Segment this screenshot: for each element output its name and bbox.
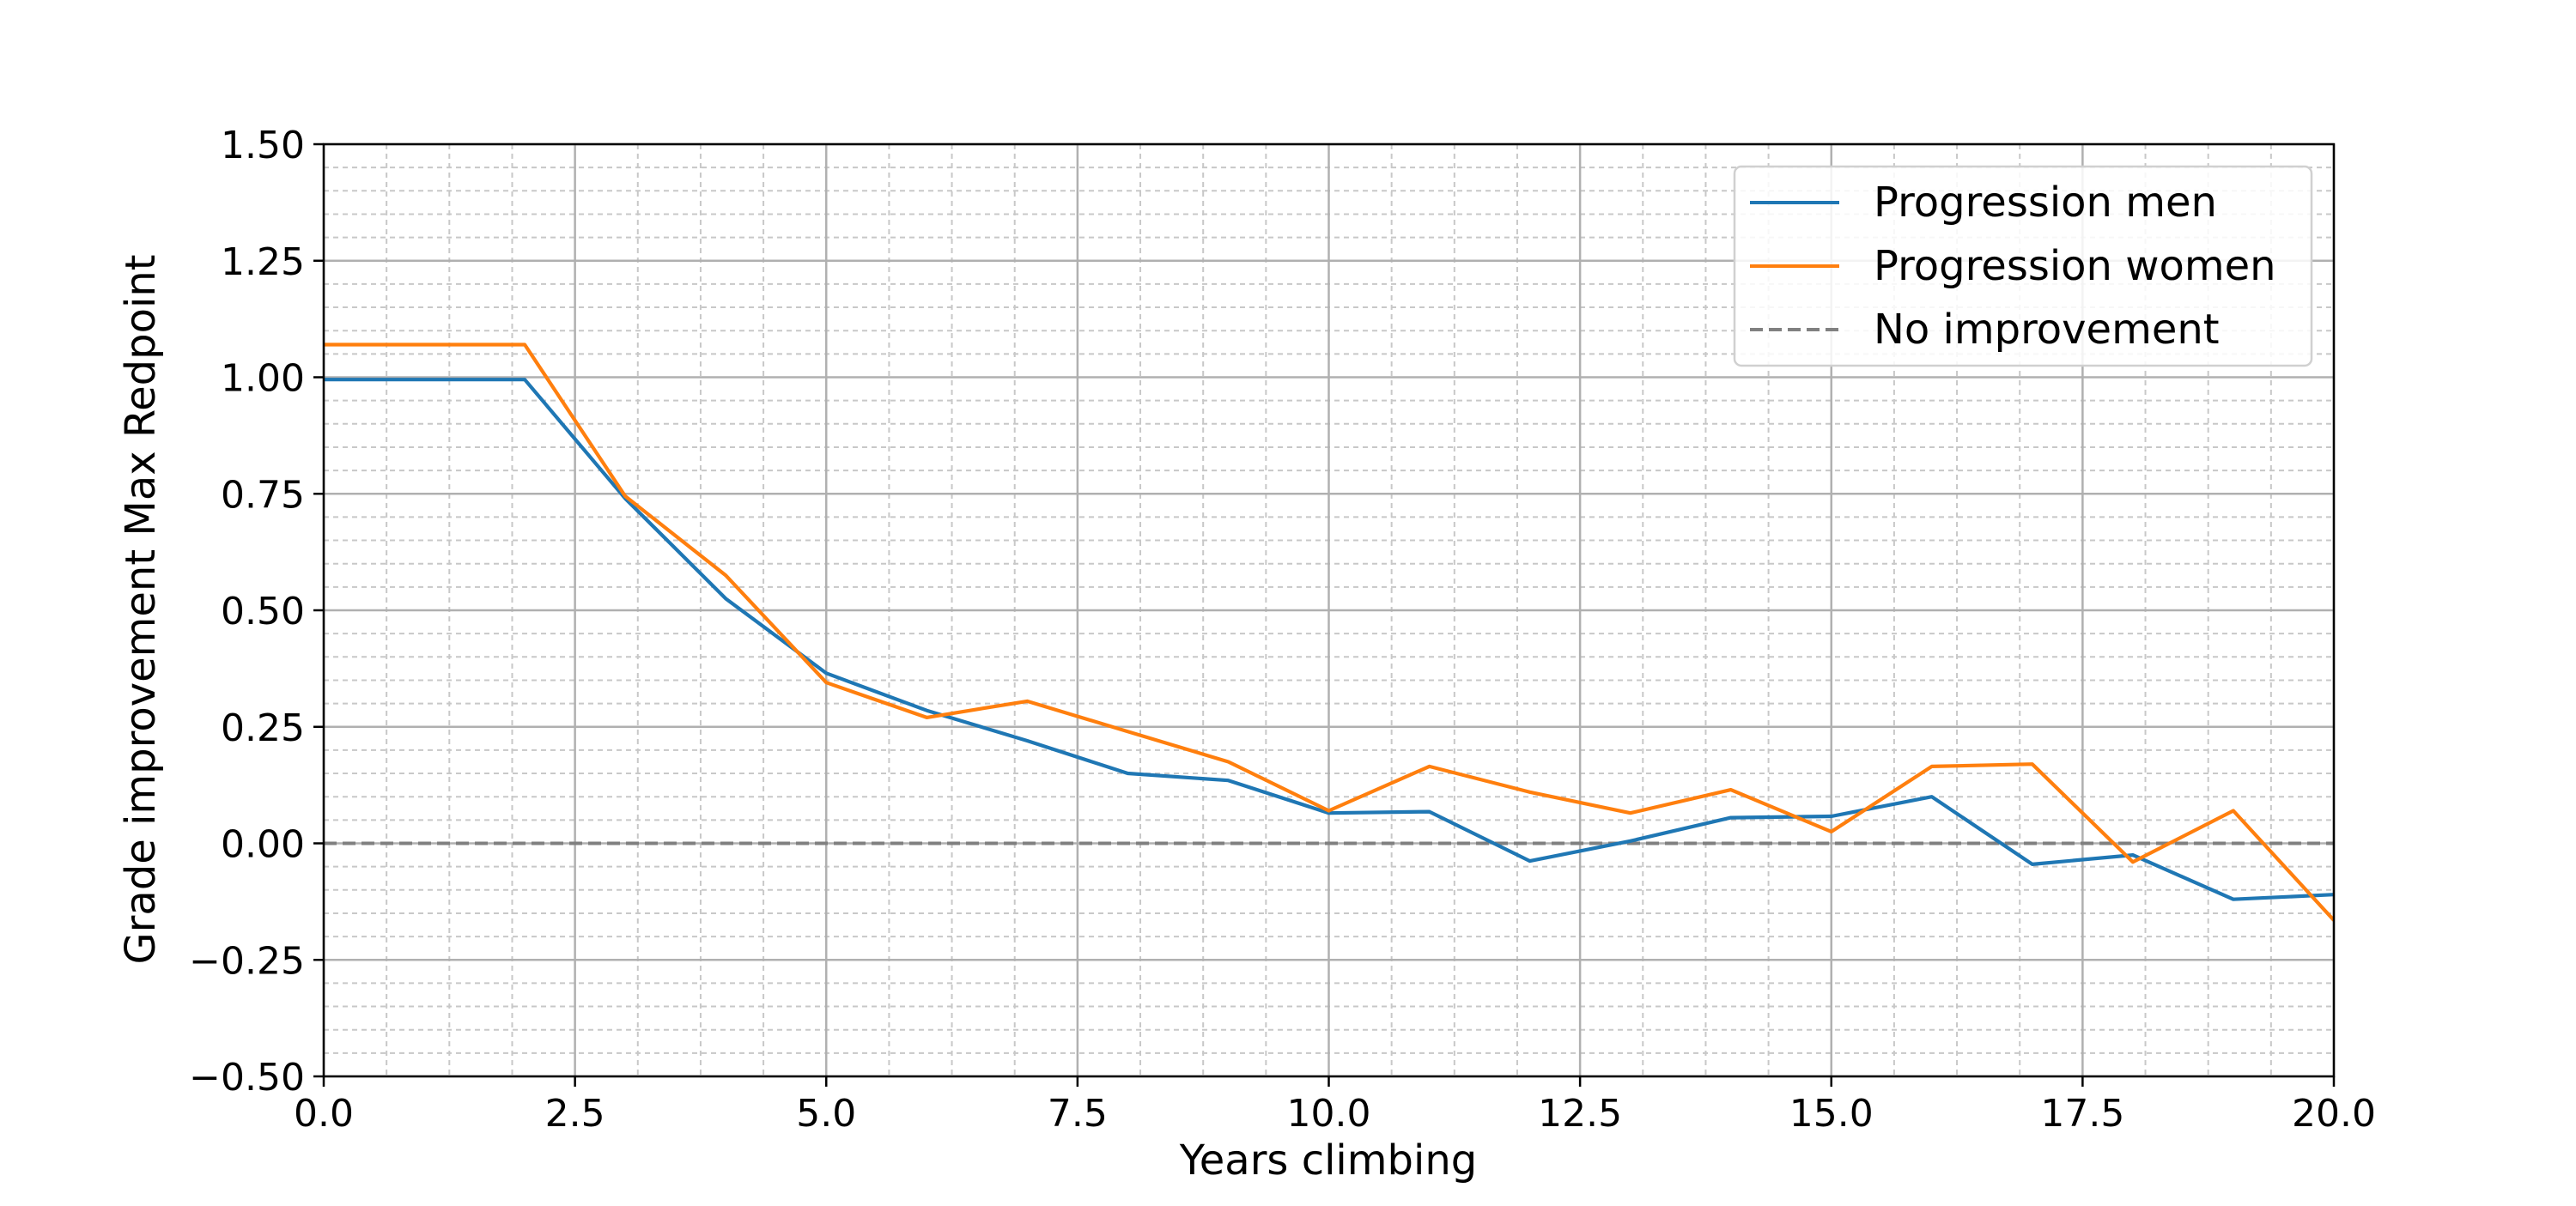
series-line-1 [324,378,2334,901]
y-tick-label: 1.50 [221,124,305,167]
y-tick-label: −0.50 [189,1056,305,1100]
y-tick-label: 0.50 [221,590,305,633]
x-axis-label: Years climbing [1179,1136,1477,1185]
x-tick-label: 2.5 [545,1092,605,1136]
x-tick-label: 17.5 [2040,1092,2124,1136]
legend-label-3: No improvement [1874,306,2220,354]
legend-box [1733,165,2313,367]
y-tick-label: −0.25 [189,939,305,983]
legend-label-2: Progression women [1874,242,2276,290]
x-tick-label: 12.5 [1538,1092,1622,1136]
y-tick-label: 0.00 [221,823,305,867]
series-layer [324,342,2334,922]
y-tick-label: 1.00 [221,357,305,401]
y-tick-label: 0.25 [221,706,305,750]
x-tick-label: 5.0 [796,1092,856,1136]
legend: Progression men Progression women No impro… [1733,165,2313,367]
series-line-2 [324,342,2334,922]
x-tick-label: 10.0 [1287,1092,1371,1136]
x-tick-label: 15.0 [1789,1092,1874,1136]
ticks: 0.0 2.5 5.0 7.5 10.0 12.5 15.0 17.5 20.0 −0.50 −0.… [189,124,2376,1136]
x-tick-label: 0.0 [294,1092,354,1136]
y-axis-label: Grade improvement Max Redpoint [117,254,165,964]
y-tick-label: 0.75 [221,473,305,517]
y-tick-label: 1.25 [221,240,305,284]
x-tick-label: 20.0 [2292,1092,2376,1136]
x-tick-label: 7.5 [1048,1092,1108,1136]
legend-label-1: Progression men [1874,179,2217,227]
